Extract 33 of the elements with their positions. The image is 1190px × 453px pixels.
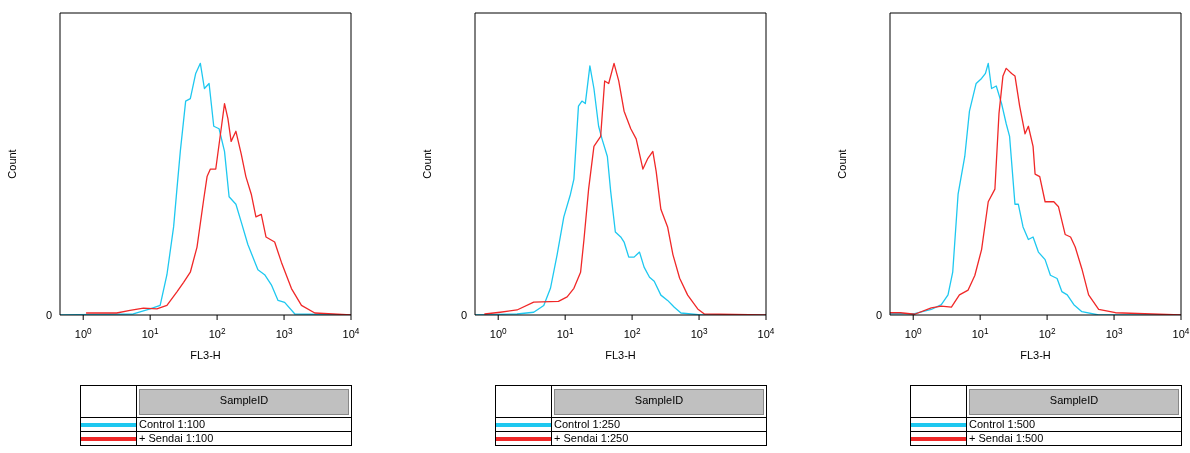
x-axis-title: FL3-H <box>1019 348 1052 363</box>
y-axis-title: Count <box>5 149 18 179</box>
legend-label: + Sendai 1:500 <box>966 431 1182 446</box>
y-axis-title: Count <box>835 149 848 179</box>
x-axis-title: FL3-H <box>604 348 637 363</box>
x-tick-label: 10$^{1}$ <box>971 326 989 340</box>
x-tick-label: 10$^{4}$ <box>1172 326 1190 340</box>
x-tick-label: 10$^{2}$ <box>1038 326 1056 340</box>
legend-label: + Sendai 1:100 <box>136 431 352 446</box>
legend-label: Control 1:100 <box>136 417 352 432</box>
x-tick-label: 10$^{4}$ <box>342 326 360 340</box>
y-axis-title: Count <box>420 149 433 179</box>
x-axis-title: FL3-H <box>189 348 222 363</box>
x-tick-label: 10$^{4}$ <box>757 326 775 340</box>
text: 0 <box>460 308 467 321</box>
x-tick-label: 10$^{2}$ <box>623 326 641 340</box>
x-tick-label: 10$^{0}$ <box>74 326 93 340</box>
x-tick-label: 10$^{1}$ <box>556 326 574 340</box>
legend-title: SampleID <box>139 388 349 415</box>
legend-label: Control 1:250 <box>551 417 767 432</box>
x-tick-label: 10$^{0}$ <box>489 326 508 340</box>
x-tick-label: 10$^{0}$ <box>904 326 923 340</box>
legend-title: SampleID <box>969 388 1179 415</box>
x-tick-label: 10$^{3}$ <box>690 326 708 340</box>
x-tick-label: 10$^{3}$ <box>275 326 293 340</box>
text: 0 <box>875 308 882 321</box>
legend-title: SampleID <box>554 388 764 415</box>
x-tick-label: 10$^{1}$ <box>141 326 159 340</box>
x-tick-label: 10$^{3}$ <box>1105 326 1123 340</box>
text: 0 <box>45 308 52 321</box>
legend-label: + Sendai 1:250 <box>551 431 767 446</box>
legend-label: Control 1:500 <box>966 417 1182 432</box>
x-tick-label: 10$^{2}$ <box>208 326 226 340</box>
